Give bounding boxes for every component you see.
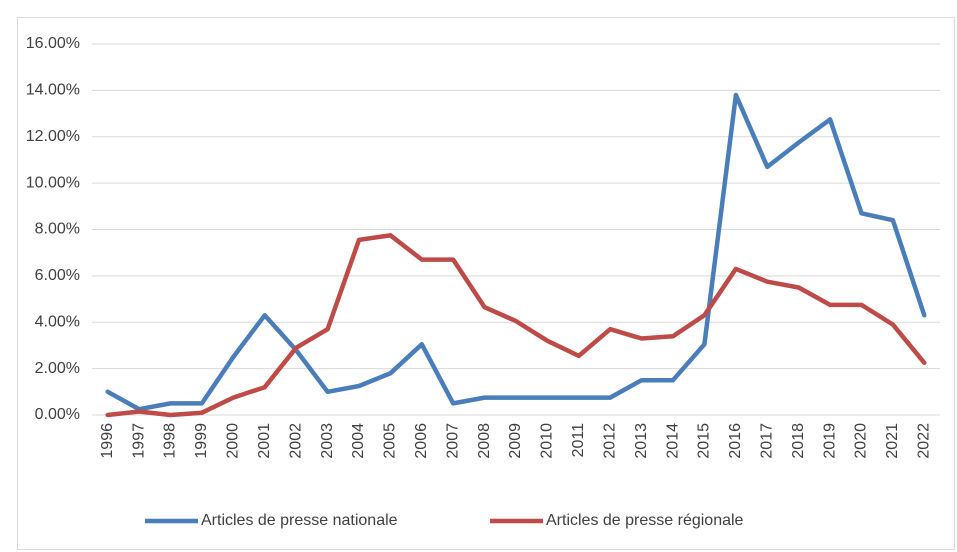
x-tick-label: 2008 (476, 423, 493, 459)
x-tick-label: 2015 (696, 423, 713, 459)
y-tick-label: 4.00% (35, 313, 80, 330)
x-tick-label: 1999 (193, 423, 210, 459)
x-tick-label: 2000 (225, 423, 242, 459)
y-tick-label: 14.00% (26, 82, 80, 99)
legend-label: Articles de presse nationale (201, 512, 398, 529)
x-tick-label: 2021 (884, 423, 901, 459)
y-tick-label: 16.00% (26, 35, 80, 52)
series-line (105, 233, 927, 418)
x-tick-label: 2010 (539, 423, 556, 459)
legend-label: Articles de presse régionale (546, 512, 744, 529)
x-tick-label: 2019 (821, 423, 838, 459)
x-tick-label: 2003 (319, 423, 336, 459)
y-tick-label: 8.00% (35, 221, 80, 238)
x-tick-label: 1997 (130, 423, 147, 459)
x-tick-label: 2006 (413, 423, 430, 459)
x-tick-label: 2004 (350, 423, 367, 459)
x-tick-label: 2013 (633, 423, 650, 459)
x-tick-label: 2020 (853, 423, 870, 459)
series-line (105, 92, 927, 412)
chart-border (17, 17, 955, 550)
x-tick-label: 2012 (601, 423, 618, 459)
x-tick-label: 1998 (162, 423, 179, 459)
x-tick-label: 2007 (444, 423, 461, 459)
x-tick-label: 2017 (758, 423, 775, 459)
y-tick-label: 6.00% (35, 267, 80, 284)
x-tick-label: 2009 (507, 423, 524, 459)
x-tick-label: 2011 (570, 423, 587, 458)
x-tick-label: 2001 (256, 423, 273, 459)
x-tick-label: 2018 (790, 423, 807, 459)
x-tick-label: 2002 (287, 423, 304, 459)
y-tick-label: 2.00% (35, 360, 80, 377)
y-tick-label: 10.00% (26, 174, 80, 191)
x-tick-label: 2014 (664, 423, 681, 459)
y-tick-label: 12.00% (26, 128, 80, 145)
x-tick-label: 1996 (99, 423, 116, 459)
x-tick-label: 2016 (727, 423, 744, 459)
y-tick-label: 0.00% (35, 406, 80, 423)
x-tick-label: 2005 (382, 423, 399, 459)
x-tick-label: 2022 (916, 423, 933, 459)
